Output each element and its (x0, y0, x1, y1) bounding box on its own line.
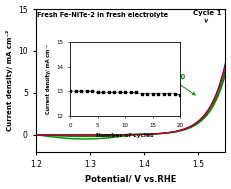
Text: Cycle 20: Cycle 20 (152, 74, 195, 95)
Text: Cycle 1: Cycle 1 (193, 10, 222, 22)
Y-axis label: Current density/ mA cm⁻²: Current density/ mA cm⁻² (6, 30, 12, 131)
X-axis label: Potential/ V vs.RHE: Potential/ V vs.RHE (85, 174, 176, 184)
Text: Fresh Fe-NiTe-2 in fresh electrolyte: Fresh Fe-NiTe-2 in fresh electrolyte (36, 12, 168, 18)
